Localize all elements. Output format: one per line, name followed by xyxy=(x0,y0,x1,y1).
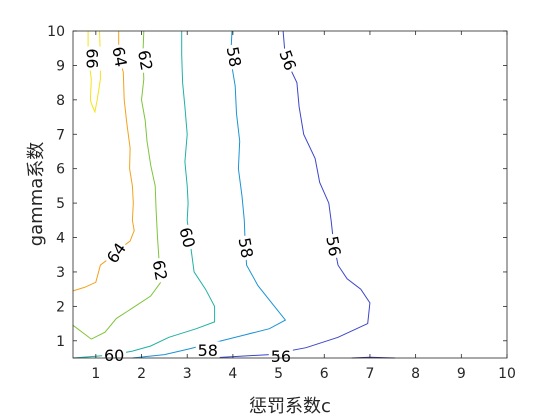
contour-line-60 xyxy=(72,31,216,359)
contour-label-58: 58 xyxy=(198,341,218,360)
contour-label-66: 66 xyxy=(83,48,102,68)
y-tick-label: 2 xyxy=(56,299,65,315)
contour-label-bg xyxy=(222,43,245,71)
contour-label-bg xyxy=(148,256,171,284)
contour-line-64 xyxy=(72,31,135,292)
contour-label-58: 58 xyxy=(223,45,245,68)
y-tick-label: 10 xyxy=(47,24,65,40)
x-tick-label: 1 xyxy=(91,366,100,382)
x-tick-label: 2 xyxy=(137,366,146,382)
contour-label-bg xyxy=(102,238,131,269)
contour-label-bg xyxy=(195,341,220,360)
contour-label-60: 60 xyxy=(175,225,199,250)
x-tick-label: 7 xyxy=(365,366,374,382)
contour-label-62: 62 xyxy=(149,259,171,282)
contour-label-64: 64 xyxy=(108,45,130,68)
contour-label-bg xyxy=(108,43,131,71)
x-axis-label: 惩罚系数c xyxy=(249,396,331,417)
contour-label-56: 56 xyxy=(271,347,291,366)
contour-label-56: 56 xyxy=(322,234,344,257)
contour-label-bg xyxy=(175,223,200,252)
contour-label-58: 58 xyxy=(235,236,257,259)
x-tick-label: 3 xyxy=(183,366,192,382)
contour-line-62 xyxy=(72,30,162,340)
x-tick-label: 8 xyxy=(411,366,420,382)
contour-label-60: 60 xyxy=(104,346,124,365)
contour-label-62: 62 xyxy=(134,49,156,72)
y-tick-label: 4 xyxy=(56,231,65,247)
contour-label-bg xyxy=(234,234,257,262)
contour-label-bg xyxy=(102,346,127,365)
contour-label-bg xyxy=(275,45,301,75)
plot-frame xyxy=(72,30,508,359)
contour-label-bg xyxy=(83,46,102,71)
y-tick-label: 6 xyxy=(56,162,65,178)
y-tick-label: 3 xyxy=(56,265,65,281)
contour-label-bg xyxy=(134,46,157,74)
x-axis-ticks: 1 2 3 4 5 6 7 8 9 10 xyxy=(91,31,516,382)
x-tick-label: 6 xyxy=(320,366,329,382)
x-tick-label: 10 xyxy=(498,366,516,382)
y-axis-label: gamma系数 xyxy=(26,142,47,247)
x-tick-label: 5 xyxy=(274,366,283,382)
contour-label-bg xyxy=(268,347,293,366)
y-tick-label: 5 xyxy=(56,196,65,212)
y-tick-label: 1 xyxy=(56,334,65,350)
x-tick-label: 4 xyxy=(228,366,237,382)
contour-label-bg xyxy=(322,232,345,260)
y-tick-label: 8 xyxy=(56,93,65,109)
x-tick-label: 9 xyxy=(457,366,466,382)
plot-area xyxy=(73,31,507,358)
y-tick-label: 7 xyxy=(56,127,65,143)
y-tick-label: 9 xyxy=(56,58,65,74)
